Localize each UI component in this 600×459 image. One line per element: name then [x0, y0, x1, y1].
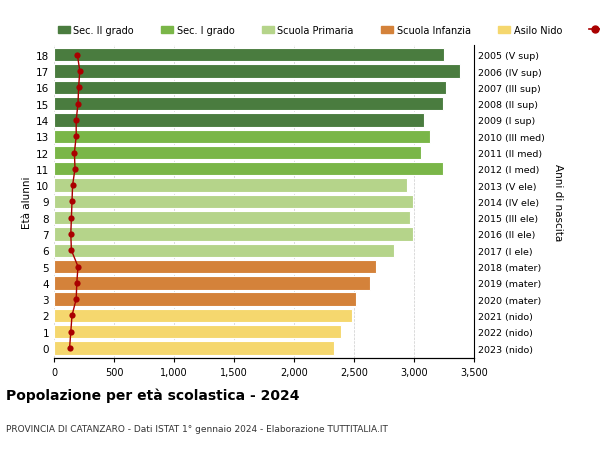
Point: [67, 214, 76, 222]
Point: [70, 166, 80, 173]
Point: [65, 345, 74, 352]
Bar: [54, 341, 334, 355]
Text: PROVINCIA DI CATANZARO - Dati ISTAT 1° gennaio 2024 - Elaborazione TUTTITALIA.IT: PROVINCIA DI CATANZARO - Dati ISTAT 1° g…: [6, 425, 388, 434]
Point: [70, 150, 79, 157]
Bar: [54, 293, 356, 306]
Point: [73, 263, 83, 271]
Bar: [54, 244, 394, 257]
Bar: [54, 130, 430, 144]
Point: [73, 52, 82, 59]
Point: [66, 231, 76, 238]
Bar: [54, 195, 413, 209]
Bar: [54, 49, 444, 62]
Bar: [54, 98, 443, 111]
Bar: [54, 228, 413, 241]
Bar: [54, 309, 352, 322]
Bar: [54, 114, 424, 127]
Legend: Sec. II grado, Sec. I grado, Scuola Primaria, Scuola Infanzia, Asilo Nido, Stran: Sec. II grado, Sec. I grado, Scuola Prim…: [54, 22, 600, 39]
Bar: [54, 179, 407, 192]
Point: [71, 133, 81, 140]
Bar: [54, 325, 341, 339]
Point: [67, 247, 76, 254]
Point: [67, 312, 77, 319]
Bar: [54, 212, 410, 225]
Bar: [54, 82, 446, 95]
Bar: [54, 65, 460, 78]
Y-axis label: Età alunni: Età alunni: [22, 176, 32, 228]
Point: [71, 296, 81, 303]
Point: [71, 117, 81, 124]
Point: [68, 182, 77, 190]
Point: [72, 280, 82, 287]
Bar: [54, 146, 421, 160]
Point: [75, 68, 85, 76]
Y-axis label: Anni di nascita: Anni di nascita: [553, 163, 563, 241]
Point: [66, 328, 76, 336]
Point: [74, 84, 83, 92]
Bar: [54, 260, 376, 274]
Point: [73, 101, 83, 108]
Text: Popolazione per età scolastica - 2024: Popolazione per età scolastica - 2024: [6, 388, 299, 403]
Bar: [54, 163, 443, 176]
Point: [67, 198, 77, 206]
Bar: [54, 277, 370, 290]
